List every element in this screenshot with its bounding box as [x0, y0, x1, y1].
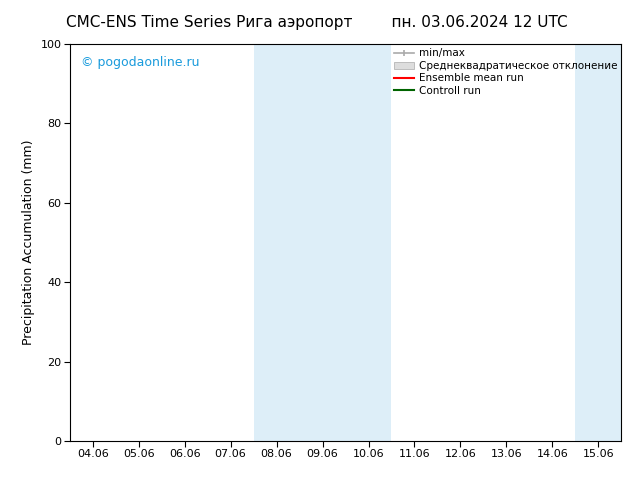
Bar	[254, 44, 391, 441]
Bar	[575, 44, 630, 441]
Text: © pogodaonline.ru: © pogodaonline.ru	[81, 56, 199, 69]
Text: CMC-ENS Time Series Рига аэропорт        пн. 03.06.2024 12 UTC: CMC-ENS Time Series Рига аэропорт пн. 03…	[66, 15, 568, 30]
Legend: min/max, Среднеквадратическое отклонение, Ensemble mean run, Controll run: min/max, Среднеквадратическое отклонение…	[392, 46, 619, 98]
Y-axis label: Precipitation Accumulation (mm): Precipitation Accumulation (mm)	[22, 140, 35, 345]
